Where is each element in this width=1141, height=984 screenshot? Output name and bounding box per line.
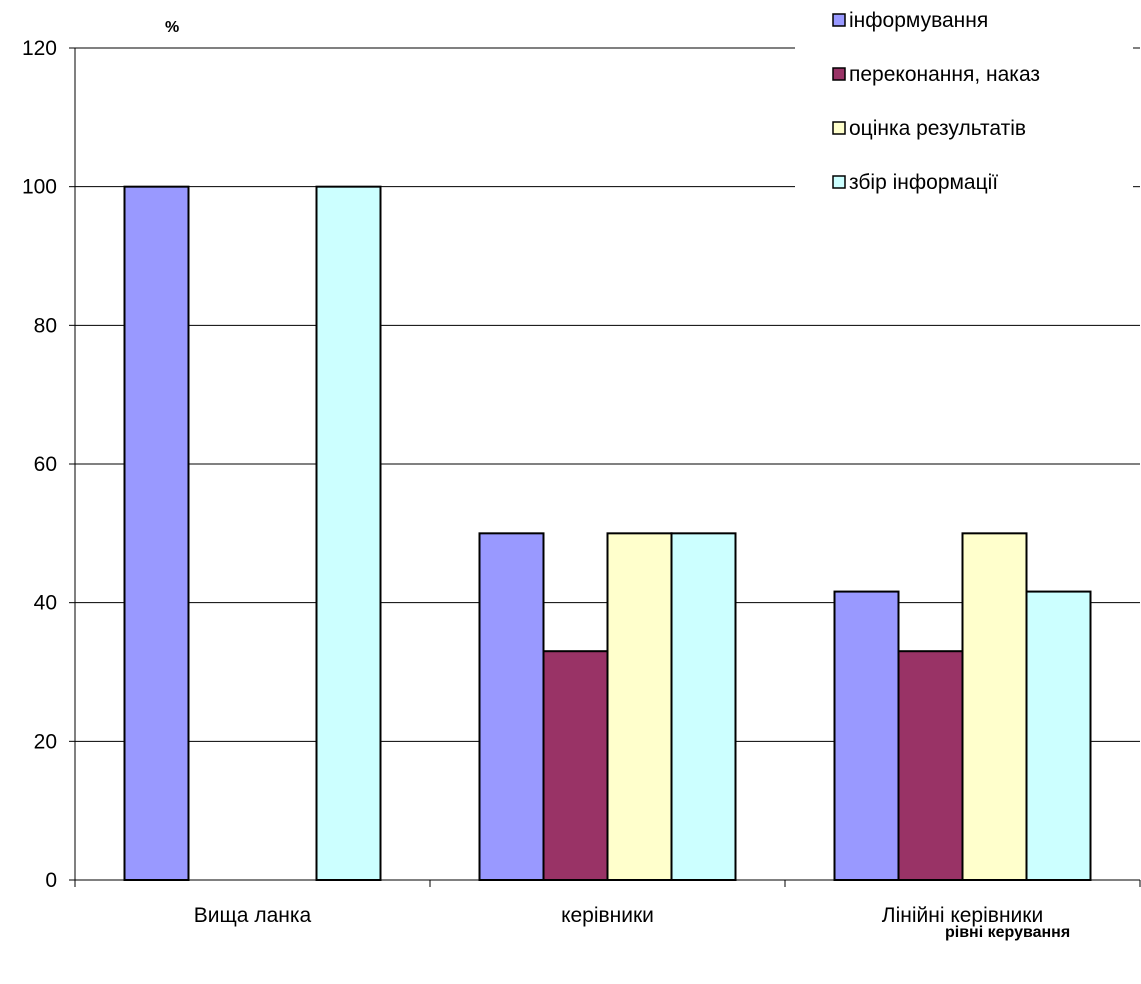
- y-tick-label: 120: [22, 37, 57, 60]
- y-tick-label: 60: [34, 453, 57, 476]
- y-tick-label: 0: [45, 869, 57, 892]
- bar-0-0: [123, 185, 190, 881]
- x-category-label: Вища ланка: [194, 904, 312, 927]
- legend-swatch: [832, 121, 846, 135]
- y-axis-ticks: 0 20 40 60 80 100 120: [22, 37, 75, 892]
- bar-2-3: [1025, 590, 1092, 881]
- bar-0-3: [315, 185, 382, 881]
- bar-1-1: [542, 650, 609, 882]
- y-tick-label: 100: [22, 176, 57, 199]
- bar-2-1: [897, 650, 964, 882]
- y-axis-title: %: [165, 19, 179, 36]
- x-category-label: Лінійні керівники: [882, 904, 1043, 927]
- x-axis-title: рівні керування: [945, 924, 1070, 941]
- bar-1-0: [478, 532, 545, 881]
- bar-1-3: [670, 532, 737, 881]
- legend-label: переконання, наказ: [849, 63, 1040, 86]
- legend-swatch: [832, 67, 846, 81]
- legend-swatch: [832, 13, 846, 27]
- legend-label: оцінка результатів: [849, 117, 1026, 140]
- y-tick-label: 80: [34, 314, 57, 337]
- y-tick-label: 40: [34, 592, 57, 615]
- legend-label: збір інформації: [849, 171, 998, 194]
- x-category-label: керівники: [561, 904, 654, 927]
- legend-swatch: [832, 175, 846, 189]
- y-tick-label: 20: [34, 730, 57, 753]
- axes: [74, 48, 1141, 887]
- legend-label: інформування: [849, 9, 988, 32]
- bar-2-2: [961, 532, 1028, 881]
- legend: інформування переконання, наказ оцінка рез…: [832, 9, 1040, 194]
- x-axis-categories: Вища ланка керівники Лінійні керівники: [194, 904, 1043, 927]
- bar-2-0: [833, 590, 900, 881]
- bars: [123, 185, 1092, 882]
- bar-1-2: [606, 532, 673, 881]
